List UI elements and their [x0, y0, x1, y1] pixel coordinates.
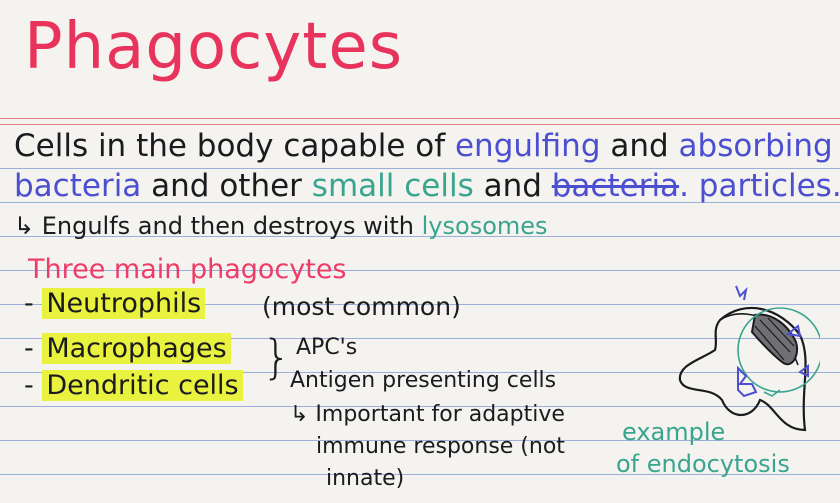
section-heading: Three main phagocytes — [28, 254, 347, 285]
red-margin-line-top — [0, 118, 840, 119]
definition-and-other: and other — [141, 168, 312, 204]
struck-word: bacteria — [551, 168, 680, 204]
particle-shape — [737, 365, 758, 398]
note-antigen-presenting: Antigen presenting cells — [290, 368, 557, 393]
card-title: Phagocytes — [24, 10, 404, 84]
particle-right-upper — [785, 324, 802, 338]
phagocyte-neutrophils: Neutrophils — [42, 288, 206, 319]
definition-line-1: Cells in the body capable of engulfing a… — [14, 128, 833, 164]
brace-mark: } — [262, 330, 292, 384]
phagocyte-dendritic-cells: Dendritic cells — [42, 370, 243, 401]
term-particles: . particles. — [679, 168, 840, 204]
phagocytosis-circle — [737, 307, 820, 393]
example-label-2: of endocytosis — [616, 450, 790, 478]
note-most-common: (most common) — [262, 292, 461, 321]
term-absorbing: absorbing — [678, 128, 833, 164]
term-small-cells: small cells — [311, 168, 474, 204]
bullet-dash: - — [24, 370, 43, 401]
phagocyte-item: - Macrophages — [24, 333, 231, 364]
note-important-2: immune response (not — [316, 434, 565, 459]
phagocyte-item: - Neutrophils — [24, 288, 206, 319]
term-engulfing: engulfing — [454, 128, 601, 164]
definition-and: and — [600, 128, 679, 164]
term-lysosomes: lysosomes — [421, 212, 548, 240]
engulf-prefix: ↳ Engulfs and then destroys with — [14, 212, 422, 240]
particle-right-lower — [798, 364, 809, 378]
arrow-mark — [763, 389, 781, 397]
bullet-dash: - — [24, 288, 43, 319]
particle-top — [735, 285, 748, 301]
note-apc: APC's — [296, 335, 358, 360]
cell-endocytosis-diagram — [678, 285, 820, 432]
phagocyte-macrophages: Macrophages — [42, 333, 231, 364]
engulf-line: ↳ Engulfs and then destroys with lysosom… — [14, 212, 548, 240]
nucleus-hatching — [754, 317, 795, 361]
term-bacteria: bacteria — [14, 168, 142, 204]
definition-line-2: bacteria and other small cells and bacte… — [14, 168, 840, 204]
red-margin-line-bottom — [0, 124, 840, 125]
definition-and-2: and — [473, 168, 552, 204]
example-label-1: example — [622, 418, 726, 446]
note-important-1: ↳ Important for adaptive — [290, 402, 565, 427]
nucleus-shape — [750, 313, 798, 366]
definition-prefix: Cells in the body capable of — [14, 128, 455, 164]
bullet-dash: - — [24, 333, 43, 364]
note-important-3: innate) — [326, 466, 405, 491]
phagocyte-item: - Dendritic cells — [24, 370, 243, 401]
